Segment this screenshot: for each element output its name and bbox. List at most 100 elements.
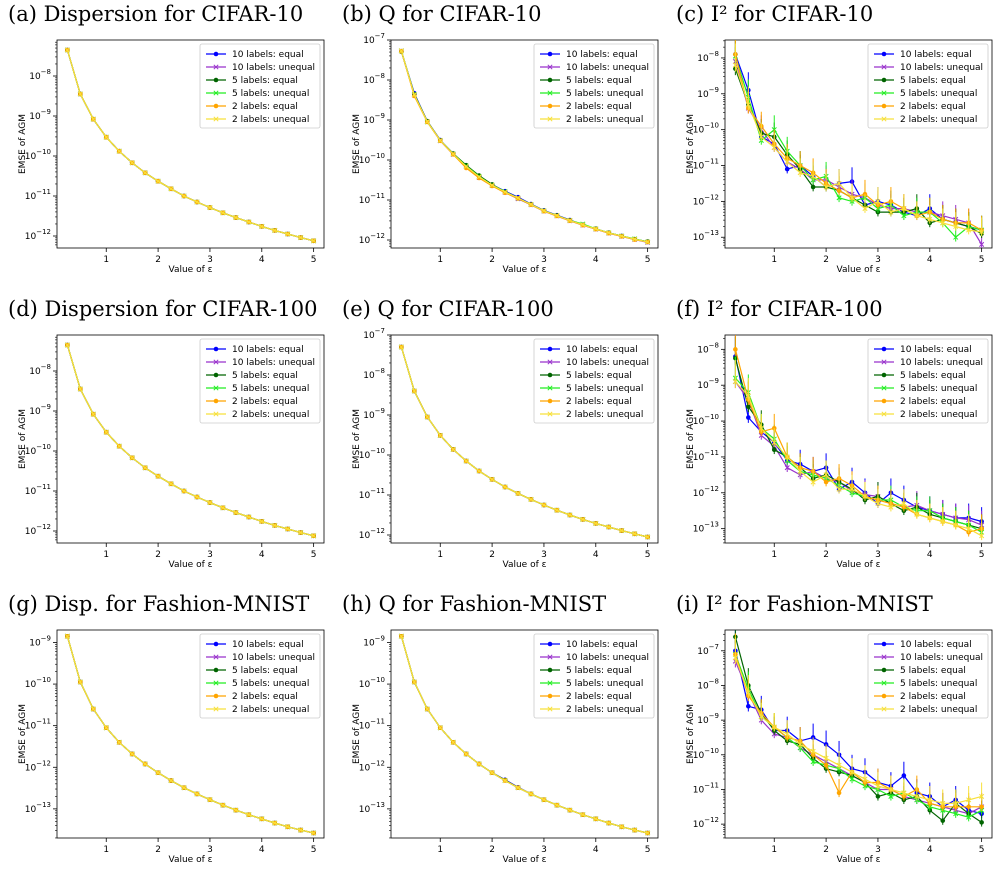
data-point bbox=[220, 802, 226, 808]
legend-marker bbox=[547, 411, 553, 417]
data-point bbox=[450, 151, 456, 157]
legend-entry: 2 labels: unequal bbox=[900, 410, 977, 420]
legend-entry: 5 labels: equal bbox=[566, 666, 632, 676]
legend: 10 labels: equal 10 labels: unequal 5 labe… bbox=[533, 633, 655, 719]
data-point bbox=[285, 824, 291, 830]
x-tick-label: 4 bbox=[593, 550, 599, 560]
legend-marker bbox=[881, 398, 887, 404]
data-point bbox=[732, 379, 738, 385]
legend-entry: 10 labels: unequal bbox=[566, 358, 649, 368]
data-point bbox=[298, 530, 304, 536]
data-point bbox=[862, 493, 868, 499]
data-point bbox=[116, 443, 122, 449]
legend-marker bbox=[213, 706, 219, 712]
x-tick-label: 5 bbox=[311, 845, 317, 855]
data-point bbox=[901, 790, 907, 796]
data-point bbox=[732, 655, 738, 661]
chart-svg: 10−12 10−11 10−10 10−9 10−8 1 2 3 4 5 Value of ε EM… bbox=[18, 334, 325, 570]
data-point bbox=[246, 219, 252, 225]
data-point bbox=[168, 778, 174, 784]
y-tick-label: 10−7 bbox=[697, 643, 719, 657]
data-point bbox=[979, 820, 984, 825]
data-point bbox=[758, 425, 764, 431]
data-point bbox=[632, 236, 638, 242]
data-point bbox=[259, 816, 265, 822]
y-tick-label: 10−11 bbox=[693, 449, 719, 463]
legend-entry: 2 labels: equal bbox=[566, 397, 632, 407]
series-layer bbox=[64, 633, 317, 836]
data-point bbox=[142, 465, 148, 471]
y-tick-label: 10−13 bbox=[693, 229, 719, 243]
data-point bbox=[745, 393, 751, 399]
series-layer bbox=[398, 48, 651, 245]
data-point bbox=[207, 205, 213, 211]
data-point bbox=[966, 526, 972, 532]
y-tick-label: 10−13 bbox=[359, 801, 385, 815]
data-point bbox=[489, 770, 495, 776]
legend-marker bbox=[881, 116, 887, 122]
x-axis-label: Value of ε bbox=[503, 855, 547, 865]
y-tick-label: 10−8 bbox=[697, 677, 719, 691]
legend-box bbox=[867, 338, 989, 424]
data-point bbox=[953, 522, 959, 528]
y-axis-label: EMSE of AGM bbox=[352, 409, 362, 469]
legend: 10 labels: equal 10 labels: unequal 5 labe… bbox=[199, 43, 321, 129]
data-point bbox=[771, 127, 777, 133]
data-point bbox=[836, 790, 842, 796]
data-point bbox=[298, 827, 304, 833]
data-point bbox=[311, 238, 317, 244]
data-point bbox=[810, 184, 816, 190]
x-tick-label: 3 bbox=[875, 550, 881, 560]
y-tick-label: 10−9 bbox=[363, 407, 385, 421]
legend-marker bbox=[547, 103, 553, 109]
x-tick-label: 1 bbox=[771, 255, 777, 265]
data-point bbox=[194, 494, 200, 500]
y-tick-label: 10−9 bbox=[29, 403, 51, 417]
data-point bbox=[489, 182, 495, 188]
legend-entry: 10 labels: unequal bbox=[900, 358, 983, 368]
data-point bbox=[298, 235, 304, 241]
data-point bbox=[888, 504, 894, 510]
legend-marker bbox=[547, 693, 553, 699]
y-tick-label: 10−9 bbox=[697, 86, 719, 100]
data-point bbox=[528, 496, 534, 502]
data-point bbox=[181, 785, 187, 791]
legend-marker bbox=[547, 680, 553, 686]
legend-marker bbox=[547, 398, 553, 404]
y-axis-label: EMSE of AGM bbox=[686, 704, 696, 764]
data-point bbox=[771, 145, 777, 151]
data-point bbox=[745, 689, 751, 695]
data-point bbox=[207, 797, 213, 803]
legend-entry: 5 labels: unequal bbox=[232, 679, 309, 689]
data-point bbox=[914, 213, 920, 219]
data-point bbox=[580, 516, 586, 522]
legend-marker bbox=[547, 90, 553, 96]
series-layer bbox=[64, 342, 317, 539]
legend-marker bbox=[213, 667, 219, 673]
x-tick-label: 5 bbox=[311, 550, 317, 560]
legend-marker bbox=[881, 359, 887, 365]
legend-entry: 5 labels: equal bbox=[566, 76, 632, 86]
y-axis-label: EMSE of AGM bbox=[686, 409, 696, 469]
y-tick-label: 10−11 bbox=[25, 188, 51, 202]
data-point bbox=[784, 159, 790, 165]
data-point bbox=[862, 776, 868, 782]
legend-marker bbox=[213, 64, 219, 70]
data-point bbox=[606, 820, 612, 826]
legend-entry: 10 labels: unequal bbox=[232, 653, 315, 663]
chart-title: (g) Disp. for Fashion-MNIST bbox=[8, 592, 310, 616]
series-line bbox=[734, 64, 982, 233]
series-line bbox=[400, 346, 648, 538]
legend-entry: 2 labels: unequal bbox=[566, 115, 643, 125]
data-point bbox=[645, 830, 651, 836]
data-point bbox=[953, 234, 959, 240]
legend-entry: 10 labels: equal bbox=[566, 50, 638, 60]
data-point bbox=[116, 148, 122, 154]
data-point bbox=[606, 524, 612, 530]
data-point bbox=[437, 137, 443, 143]
series-line bbox=[734, 381, 982, 537]
data-point bbox=[90, 116, 96, 122]
legend-entry: 5 labels: unequal bbox=[232, 89, 309, 99]
y-tick-label: 10−10 bbox=[25, 148, 51, 162]
data-point bbox=[771, 447, 777, 453]
